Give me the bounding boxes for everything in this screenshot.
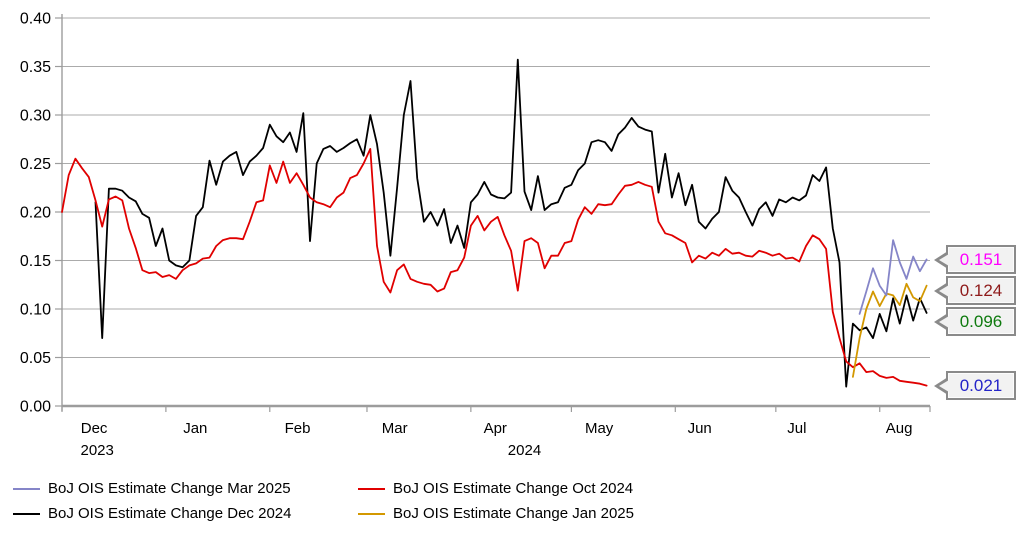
legend-label: BoJ OIS Estimate Change Jan 2025	[393, 505, 634, 522]
chart-plot-area: 0.40 0.35 0.30 0.25 0.20 0.15 0.10 0.05 0.00 Dec J…	[20, 11, 931, 459]
end-value-callout-0.096: 0.096	[934, 307, 1016, 337]
y-axis-label: 0.15	[20, 253, 51, 270]
y-axis-label: 0.25	[20, 156, 51, 173]
y-axis-label: 0.20	[20, 205, 51, 222]
legend-label: BoJ OIS Estimate Change Dec 2024	[48, 505, 292, 522]
y-axis-label: 0.00	[20, 399, 51, 416]
x-axis-month-label: Mar	[382, 420, 408, 437]
x-axis-month-label: Feb	[285, 420, 311, 437]
y-axis-label: 0.10	[20, 302, 51, 319]
y-axis-label: 0.40	[20, 11, 51, 28]
legend-label: BoJ OIS Estimate Change Oct 2024	[393, 480, 634, 497]
legend-item-boj-ois-estimate-change-oct-2024: BoJ OIS Estimate Change Oct 2024	[358, 480, 634, 497]
end-value-callout-0.021: 0.021	[934, 371, 1016, 401]
x-axis-month-label: Apr	[484, 420, 507, 437]
series-line-boj-ois-estimate-change-jan-2025	[852, 282, 928, 378]
x-axis-month-label: Dec	[81, 420, 108, 437]
end-value-callout-0.151: 0.151	[934, 245, 1016, 275]
legend-line-swatch	[358, 487, 385, 490]
chart-legend: BoJ OIS Estimate Change Mar 2025 BoJ OIS …	[13, 480, 634, 522]
x-axis-month-label: May	[585, 420, 614, 437]
legend-line-swatch	[13, 512, 40, 515]
x-axis-month-label: Jan	[183, 420, 207, 437]
end-value-callout-0.124: 0.124	[934, 276, 1016, 306]
y-axis-label: 0.30	[20, 108, 51, 125]
series-line-boj-ois-estimate-change-oct-2024	[61, 148, 928, 387]
legend-line-swatch	[358, 512, 385, 515]
x-axis-year-label: 2024	[508, 442, 541, 459]
x-axis-month-label: Aug	[886, 420, 913, 437]
legend-line-swatch	[13, 487, 40, 490]
legend-item-boj-ois-estimate-change-jan-2025: BoJ OIS Estimate Change Jan 2025	[358, 505, 634, 522]
x-axis-year-label: 2023	[81, 442, 114, 459]
legend-label: BoJ OIS Estimate Change Mar 2025	[48, 480, 291, 497]
y-axis-label: 0.35	[20, 59, 51, 76]
x-axis-month-label: Jun	[688, 420, 712, 437]
legend-item-boj-ois-estimate-change-mar-2025: BoJ OIS Estimate Change Mar 2025	[13, 480, 358, 497]
y-axis-label: 0.05	[20, 350, 51, 367]
x-axis-month-label: Jul	[787, 420, 806, 437]
series-line-boj-ois-estimate-change-mar-2025	[858, 239, 928, 315]
series-line-boj-ois-estimate-change-dec-2024	[94, 58, 928, 388]
legend-item-boj-ois-estimate-change-dec-2024: BoJ OIS Estimate Change Dec 2024	[13, 505, 358, 522]
